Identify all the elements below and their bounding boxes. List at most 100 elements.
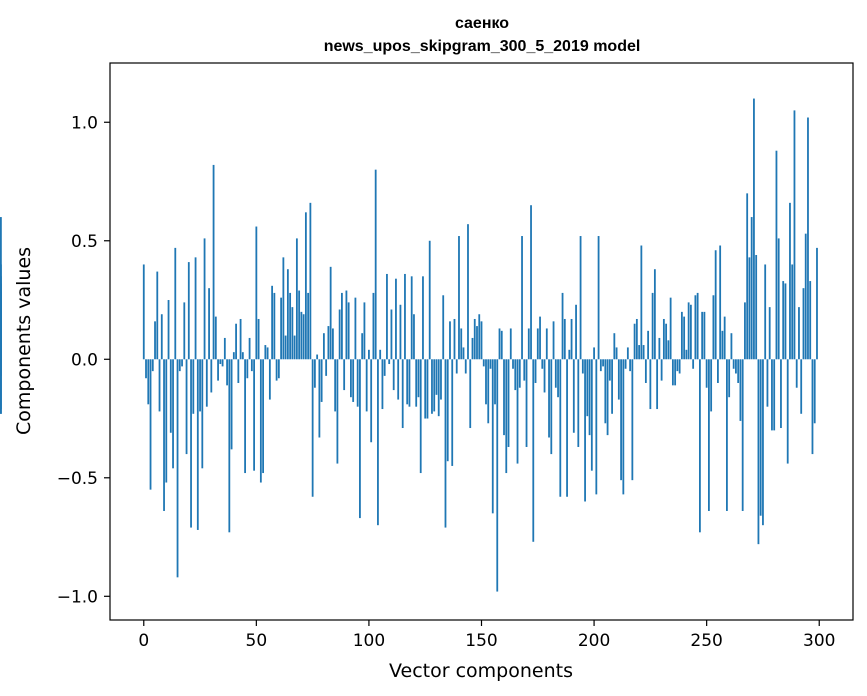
bar [667,340,670,360]
bar [428,240,431,360]
bar [696,292,699,360]
bar [545,328,548,360]
bar [489,359,492,369]
bar [635,318,638,360]
bar [149,359,152,490]
bar [451,359,454,466]
x-tick-label: 100 [353,631,385,651]
bar [726,359,728,511]
bar [410,276,413,360]
bar [780,359,782,429]
bar [534,359,537,383]
bar [692,359,695,369]
bar [480,321,483,360]
bar [809,281,812,360]
bar [374,169,377,360]
bar [313,359,316,388]
bar [183,302,186,360]
bar [617,359,620,400]
bar [701,311,704,360]
bar [505,359,508,474]
bar [802,288,805,360]
bar [395,278,397,360]
bar [579,236,582,360]
bar [413,314,415,360]
bar [145,359,147,379]
bar [151,359,154,372]
bar [622,359,625,495]
bar [768,307,771,360]
bar [453,318,456,360]
bar [329,266,332,360]
bar [712,295,715,360]
bar [662,318,665,360]
bar [563,318,566,360]
bar [185,359,188,455]
chart-subtitle: news_upos_skipgram_300_5_2019 model [324,38,641,55]
bar [469,359,472,429]
bar [476,326,478,360]
bar [169,359,172,433]
bar [244,359,246,474]
bar [246,359,249,379]
bar [196,359,199,530]
bar [649,359,652,410]
bar [775,150,778,360]
bar [717,359,719,383]
bar [446,359,449,462]
bar [786,359,789,464]
bar [735,359,737,374]
bar [419,359,422,474]
bar [462,347,465,360]
bar [500,330,503,360]
bar [174,247,177,360]
bar [753,98,755,360]
bar [491,359,494,514]
bar [172,359,174,469]
bar [142,264,145,360]
bar [156,271,159,360]
bar [228,359,231,533]
bar [568,349,571,360]
bar [719,245,722,360]
bar [320,359,323,402]
bar [473,318,476,360]
bar [509,328,512,360]
bar [241,352,244,360]
bar [178,359,181,372]
bar [377,359,379,526]
bar [318,359,321,438]
bar [572,359,575,433]
bar [750,217,753,360]
bar [685,349,688,360]
bar [212,164,215,360]
bar [703,311,706,360]
bar [322,333,325,360]
bar [624,359,627,369]
bar [449,321,451,360]
bar [365,359,368,412]
bar [789,202,791,360]
bar [187,262,190,360]
bar [647,330,650,360]
bar [723,316,726,360]
bar [766,359,769,407]
bar [759,359,762,516]
y-tick-label: −1.0 [57,587,98,607]
bar [167,300,170,360]
bar [304,212,307,360]
bar [181,359,183,367]
bar [813,359,816,424]
bar [338,309,341,360]
bars-group [0,98,818,592]
bar [350,359,352,398]
bar [280,297,283,360]
y-axis-ticks: −1.0 −0.5 0.0 0.5 1.0 [57,113,110,607]
bar [683,316,686,360]
bar [343,359,346,391]
bar [665,323,668,360]
bar [327,326,330,360]
y-tick-label: 0.5 [71,232,98,252]
bar [561,292,564,360]
x-tick-label: 0 [138,631,149,651]
